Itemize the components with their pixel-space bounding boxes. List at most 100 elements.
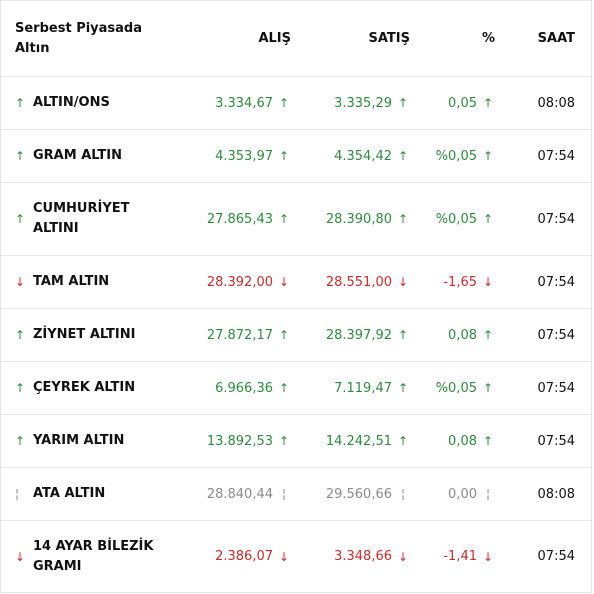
table-row[interactable]: ↑ ÇEYREK ALTIN 6.966,36 ↑ 7.119,47 ↑ %0,05… xyxy=(1,362,591,415)
direction-arrow-icon: ↓ xyxy=(15,549,26,564)
header-title-cell: Serbest Piyasada Altın xyxy=(15,1,190,76)
row-alis-cell: 2.386,07 ↓ xyxy=(191,521,291,592)
direction-arrow-icon: ↑ xyxy=(15,96,26,110)
alis-arrow-icon: ↑ xyxy=(278,381,290,395)
pct-value: 0,05 xyxy=(448,95,477,111)
table-title: Serbest Piyasada Altın xyxy=(15,19,142,59)
row-name[interactable]: CUMHURİYET ALTINI xyxy=(33,199,129,239)
row-name-wrap: ↑ ÇEYREK ALTIN xyxy=(15,378,135,398)
pct-arrow-icon: ↑ xyxy=(482,328,494,342)
table-row[interactable]: ¦ ATA ALTIN 28.840,44 ¦ 29.560,66 ¦ 0,00 ¦ … xyxy=(1,468,591,521)
alis-arrow-icon: ↓ xyxy=(278,549,290,564)
row-pct-cell: 0,00 ¦ xyxy=(421,468,495,520)
row-pct-cell: -1,41 ↓ xyxy=(421,521,495,592)
row-satis-cell: 7.119,47 ↑ xyxy=(301,362,410,414)
pct-value: %0,05 xyxy=(435,380,477,396)
header-alis[interactable]: ALIŞ xyxy=(258,31,291,46)
satis-arrow-icon: ↑ xyxy=(397,381,409,395)
alis-arrow-icon: ↓ xyxy=(278,275,290,289)
direction-arrow-icon: ↑ xyxy=(15,381,26,395)
row-saat-cell: 08:08 xyxy=(511,77,575,129)
header-percent[interactable]: % xyxy=(481,31,495,46)
row-pct-cell: 0,08 ↑ xyxy=(421,309,495,361)
header-saat[interactable]: SAAT xyxy=(537,31,575,46)
saat-value: 07:54 xyxy=(537,549,575,564)
row-name[interactable]: ZİYNET ALTINI xyxy=(33,325,135,345)
satis-value: 3.335,29 xyxy=(334,95,392,111)
row-saat-cell: 07:54 xyxy=(511,256,575,308)
pct-value: %0,05 xyxy=(435,211,477,227)
row-name-line1: GRAM ALTIN xyxy=(33,148,122,163)
table-title-line2: Altın xyxy=(15,40,50,56)
row-name-wrap: ↑ CUMHURİYET ALTINI xyxy=(15,199,129,239)
satis-value: 29.560,66 xyxy=(325,486,392,502)
saat-value: 08:08 xyxy=(537,486,575,502)
header-satis[interactable]: SATIŞ xyxy=(368,31,410,46)
row-pct-cell: 0,05 ↑ xyxy=(421,77,495,129)
row-name[interactable]: GRAM ALTIN xyxy=(33,146,122,166)
row-name[interactable]: TAM ALTIN xyxy=(33,272,109,292)
row-name-wrap: ↓ TAM ALTIN xyxy=(15,272,109,292)
alis-value: 2.386,07 xyxy=(215,549,273,564)
alis-value: 28.840,44 xyxy=(206,486,273,502)
row-name-line1: ÇEYREK ALTIN xyxy=(33,380,136,395)
table-row[interactable]: ↑ ZİYNET ALTINI 27.872,17 ↑ 28.397,92 ↑ 0,… xyxy=(1,309,591,362)
row-name[interactable]: 14 AYAR BİLEZİK GRAMI xyxy=(33,537,153,577)
pct-value: -1,41 xyxy=(443,549,477,564)
table-title-line1: Serbest Piyasada xyxy=(15,20,143,36)
row-name-line1: ALTIN/ONS xyxy=(33,95,110,110)
satis-value: 14.242,51 xyxy=(325,433,392,449)
row-satis-cell: 28.390,80 ↑ xyxy=(301,183,410,255)
table-row[interactable]: ↑ CUMHURİYET ALTINI 27.865,43 ↑ 28.390,80… xyxy=(1,183,591,256)
row-name-wrap: ↑ YARIM ALTIN xyxy=(15,431,124,451)
row-saat-cell: 07:54 xyxy=(511,362,575,414)
row-alis-cell: 27.865,43 ↑ xyxy=(191,183,291,255)
table-row[interactable]: ↓ TAM ALTIN 28.392,00 ↓ 28.551,00 ↓ -1,65 ↓… xyxy=(1,256,591,309)
row-saat-cell: 07:54 xyxy=(511,183,575,255)
row-name-cell: ↑ ALTIN/ONS xyxy=(15,77,190,129)
direction-arrow-icon: ¦ xyxy=(15,487,20,501)
row-saat-cell: 08:08 xyxy=(511,468,575,520)
pct-arrow-icon: ↑ xyxy=(482,381,494,395)
row-name-line1: ZİYNET ALTINI xyxy=(33,327,136,342)
row-alis-cell: 28.840,44 ¦ xyxy=(191,468,291,520)
table-row[interactable]: ↑ ALTIN/ONS 3.334,67 ↑ 3.335,29 ↑ 0,05 ↑ 08… xyxy=(1,77,591,130)
alis-value: 4.353,97 xyxy=(215,148,273,164)
direction-arrow-icon: ↓ xyxy=(15,275,26,289)
row-pct-cell: %0,05 ↑ xyxy=(421,130,495,182)
row-name-wrap: ↑ ZİYNET ALTINI xyxy=(15,325,135,345)
pct-value: -1,65 xyxy=(443,274,477,290)
row-name-line1: 14 AYAR BİLEZİK xyxy=(33,538,154,554)
row-satis-cell: 28.551,00 ↓ xyxy=(301,256,410,308)
row-name-line2: GRAMI xyxy=(33,558,82,574)
table-row[interactable]: ↑ GRAM ALTIN 4.353,97 ↑ 4.354,42 ↑ %0,05 ↑ … xyxy=(1,130,591,183)
satis-value: 7.119,47 xyxy=(334,380,392,396)
alis-arrow-icon: ↑ xyxy=(278,96,290,110)
alis-value: 6.966,36 xyxy=(215,380,273,396)
pct-arrow-icon: ↓ xyxy=(482,275,494,289)
pct-value: 0,00 xyxy=(448,486,477,502)
row-alis-cell: 13.892,53 ↑ xyxy=(191,415,291,467)
pct-arrow-icon: ↑ xyxy=(482,212,494,226)
row-name[interactable]: ALTIN/ONS xyxy=(33,93,110,113)
satis-arrow-icon: ¦ xyxy=(400,487,406,501)
row-name[interactable]: ATA ALTIN xyxy=(33,484,105,504)
alis-value: 13.892,53 xyxy=(206,433,273,449)
satis-arrow-icon: ↑ xyxy=(397,149,409,163)
pct-arrow-icon: ↑ xyxy=(482,434,494,448)
table-row[interactable]: ↓ 14 AYAR BİLEZİK GRAMI 2.386,07 ↓ 3.348,… xyxy=(1,521,591,593)
row-name[interactable]: YARIM ALTIN xyxy=(33,431,124,451)
direction-arrow-icon: ↑ xyxy=(15,328,26,342)
satis-value: 28.551,00 xyxy=(325,274,392,290)
row-name-line1: TAM ALTIN xyxy=(33,274,110,289)
row-name-wrap: ↓ 14 AYAR BİLEZİK GRAMI xyxy=(15,537,153,577)
pct-value: 0,08 xyxy=(448,433,477,449)
row-name-wrap: ↑ GRAM ALTIN xyxy=(15,146,122,166)
row-name-cell: ↓ 14 AYAR BİLEZİK GRAMI xyxy=(15,521,190,592)
row-name-cell: ↑ ZİYNET ALTINI xyxy=(15,309,190,361)
row-name-cell: ↑ CUMHURİYET ALTINI xyxy=(15,183,190,255)
table-row[interactable]: ↑ YARIM ALTIN 13.892,53 ↑ 14.242,51 ↑ 0,08… xyxy=(1,415,591,468)
row-name[interactable]: ÇEYREK ALTIN xyxy=(33,378,135,398)
row-alis-cell: 6.966,36 ↑ xyxy=(191,362,291,414)
